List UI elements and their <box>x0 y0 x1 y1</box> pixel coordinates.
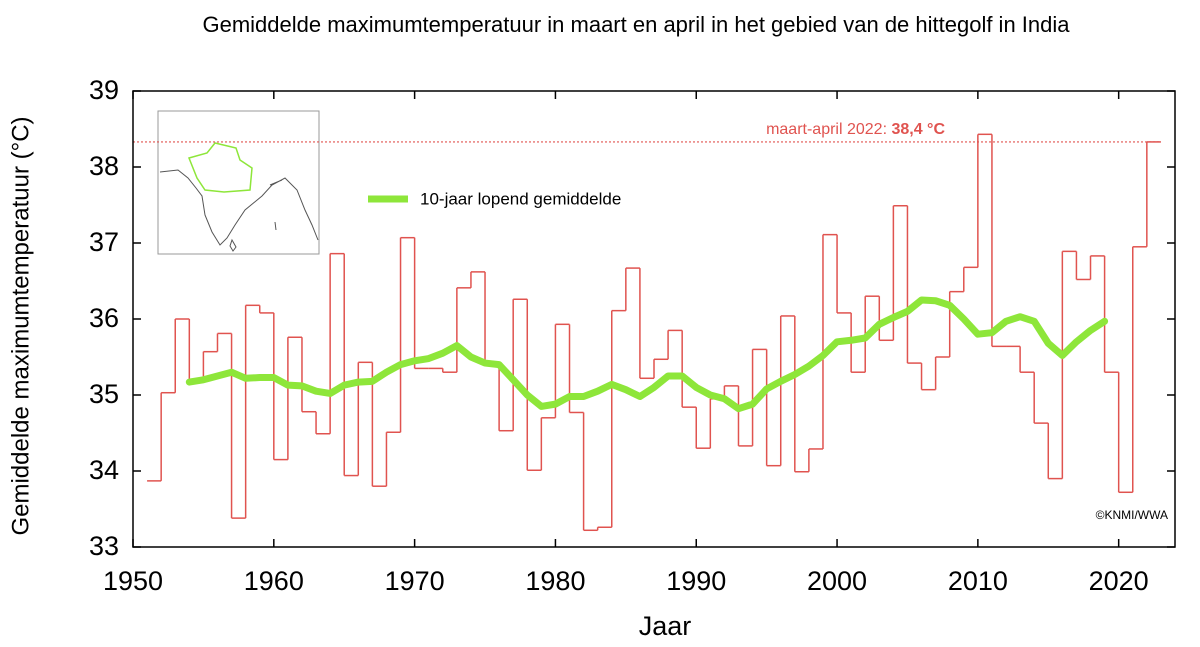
legend-label: 10-jaar lopend gemiddelde <box>420 189 621 208</box>
y-tick-label: 38 <box>89 151 119 181</box>
y-tick-label: 39 <box>89 75 119 105</box>
credit: ©KNMI/WWA <box>1096 508 1168 522</box>
x-axis-title: Jaar <box>639 611 692 641</box>
x-tick-label: 2000 <box>807 566 867 596</box>
y-tick-label: 35 <box>89 379 119 409</box>
x-tick-label: 2010 <box>948 566 1008 596</box>
annotation-label: maart-april 2022: <box>766 121 891 138</box>
x-tick-label: 1990 <box>666 566 726 596</box>
inset-coast <box>159 169 319 246</box>
x-tick-label: 1970 <box>385 566 445 596</box>
annotation: maart-april 2022: 38,4 °C <box>766 121 945 138</box>
inset-map <box>157 110 320 255</box>
y-tick-label: 34 <box>89 455 119 485</box>
y-axis-title: Gemiddelde maximumtemperatuur (°C) <box>7 116 34 535</box>
y-tick-label: 36 <box>89 303 119 333</box>
x-tick-label: 2020 <box>1089 566 1149 596</box>
inset-frame <box>157 110 320 255</box>
inset-island <box>229 221 277 252</box>
chart-title: Gemiddelde maximumtemperatuur in maart e… <box>202 12 1070 37</box>
inset-region <box>187 142 253 193</box>
plot-frame <box>132 90 1176 548</box>
step-connector <box>160 134 1148 531</box>
y-tick-label: 37 <box>89 227 119 257</box>
y-tick-label: 33 <box>89 531 119 561</box>
running-mean-line <box>185 296 1109 413</box>
x-tick-label: 1960 <box>244 566 304 596</box>
x-tick-label: 1980 <box>525 566 585 596</box>
annotation-value: 38,4 °C <box>891 121 945 138</box>
x-tick-label: 1950 <box>103 566 163 596</box>
